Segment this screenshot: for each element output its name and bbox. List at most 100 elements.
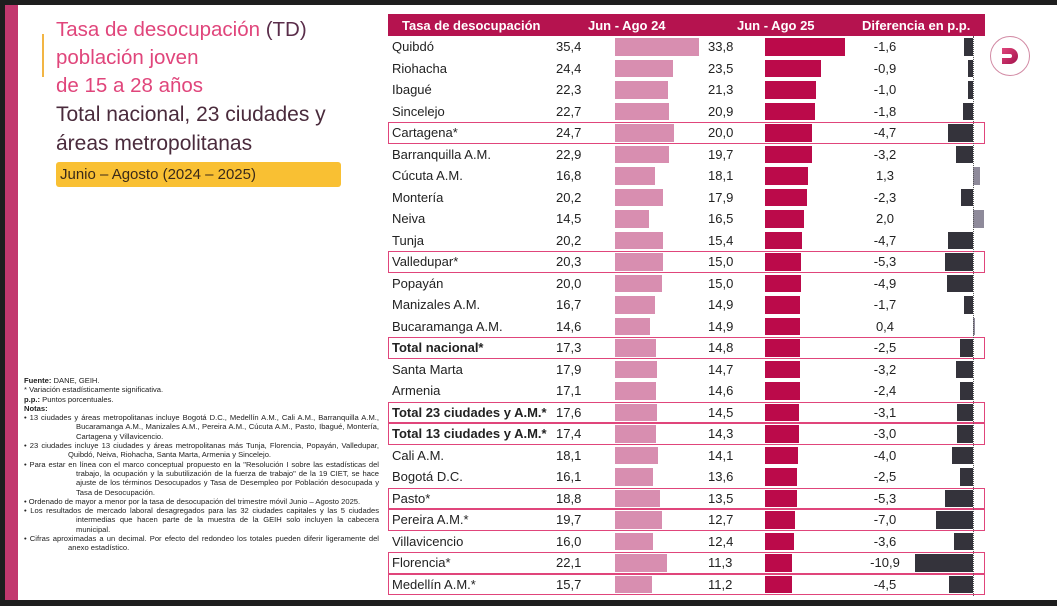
- value-2024: 35,4: [556, 39, 582, 54]
- bar-2024: [615, 339, 657, 357]
- value-2025: 14,7: [708, 361, 734, 377]
- table-row: Barranquilla A.M. 22,9 19,7 -3,2: [388, 144, 985, 166]
- city-label: Total 23 ciudades y A.M.*: [392, 404, 547, 420]
- title-line5: áreas metropolitanas: [56, 132, 253, 155]
- city-label: Quibdó: [392, 39, 434, 54]
- title-accent-line: [42, 34, 44, 77]
- value-2025: 15,0: [708, 275, 734, 291]
- d-logo-glyph: [1002, 48, 1018, 64]
- value-2024: 22,7: [556, 103, 582, 119]
- value-2024: 14,5: [556, 211, 582, 226]
- value-2024: 20,2: [556, 189, 582, 205]
- bar-2025: [765, 425, 799, 443]
- table-row: Pereira A.M.* 19,7 12,7 -7,0: [388, 509, 985, 531]
- city-label: Tunja: [392, 232, 425, 248]
- value-2025: 14,9: [708, 318, 734, 334]
- bar-2025: [765, 532, 795, 550]
- table-row: Cúcuta A.M. 16,8 18,1 1,3: [388, 165, 985, 187]
- bar-2025: [765, 124, 813, 142]
- city-label: Bucaramanga A.M.: [392, 318, 503, 334]
- city-label: Santa Marta: [392, 361, 463, 377]
- bar-diff: [959, 468, 973, 486]
- bar-2025: [765, 317, 801, 335]
- value-diff: -5,3: [873, 254, 897, 269]
- bar-2024: [615, 188, 663, 206]
- bar-diff: [951, 446, 973, 464]
- bar-2025: [765, 403, 800, 421]
- table-row: Valledupar* 20,3 15,0 -5,3: [388, 251, 985, 273]
- value-diff: -1,8: [873, 103, 897, 119]
- value-2024: 20,3: [556, 254, 582, 269]
- bar-2024: [615, 145, 670, 163]
- bar-diff: [955, 360, 973, 378]
- value-2025: 12,4: [708, 533, 734, 549]
- city-label: Popayán: [392, 275, 444, 291]
- footnotes: Fuente: DANE, GEIH. * Variación estadíst…: [24, 376, 379, 553]
- table-row: Florencia* 22,1 11,3 -10,9: [388, 552, 985, 574]
- bar-diff: [973, 317, 976, 335]
- bar-2025: [765, 360, 800, 378]
- table-row: Cali A.M. 18,1 14,1 -4,0: [388, 445, 985, 467]
- value-2024: 20,2: [556, 232, 582, 248]
- table-row: Armenia 17,1 14,6 -2,4: [388, 380, 985, 402]
- note-item: • Para estar en línea con el marco conce…: [24, 459, 379, 497]
- value-2025: 15,4: [708, 232, 734, 248]
- bar-2025: [765, 167, 808, 185]
- value-diff: -1,0: [873, 82, 897, 97]
- value-2024: 22,3: [556, 82, 582, 97]
- value-diff: -4,0: [873, 447, 897, 463]
- value-2025: 14,5: [708, 404, 734, 420]
- bar-2025: [765, 296, 801, 314]
- value-diff: 1,3: [875, 168, 895, 183]
- value-2024: 18,8: [556, 490, 582, 506]
- value-2024: 19,7: [556, 512, 582, 527]
- city-label: Cúcuta A.M.: [392, 168, 463, 183]
- bar-2024: [615, 167, 655, 185]
- bar-2025: [765, 253, 801, 271]
- bar-2025: [765, 511, 796, 529]
- bar-2025: [765, 188, 808, 206]
- table-row: Medellín A.M.* 15,7 11,2 -4,5: [388, 573, 985, 595]
- bar-2024: [615, 575, 653, 593]
- bar-diff: [960, 382, 973, 400]
- value-2025: 14,8: [708, 340, 734, 355]
- bar-2025: [765, 210, 805, 228]
- bar-diff: [944, 253, 973, 271]
- city-label: Villavicencio: [392, 533, 464, 549]
- city-label: Cartagena*: [392, 125, 458, 140]
- value-2025: 21,3: [708, 82, 734, 97]
- bar-2025: [765, 489, 798, 507]
- table-header: Tasa de desocupación Jun - Ago 24 Jun - …: [388, 14, 985, 36]
- note-item: • Cifras aproximadas a un decimal. Por e…: [24, 534, 379, 553]
- bar-2024: [615, 403, 657, 421]
- note-item: • Ordenado de mayor a menor por la tasa …: [24, 496, 361, 506]
- value-2024: 17,9: [556, 361, 582, 377]
- value-2024: 17,3: [556, 340, 582, 355]
- city-label: Total nacional*: [392, 340, 484, 355]
- bar-diff: [955, 145, 973, 163]
- table-row: Pasto* 18,8 13,5 -5,3: [388, 487, 985, 509]
- value-2024: 16,8: [556, 168, 582, 183]
- bar-2024: [615, 81, 668, 99]
- value-2024: 17,1: [556, 383, 582, 398]
- city-label: Cali A.M.: [392, 447, 445, 463]
- bar-diff: [963, 102, 973, 120]
- value-2025: 15,0: [708, 254, 734, 269]
- bar-2024: [615, 38, 699, 56]
- bar-2024: [615, 554, 668, 572]
- title-line2: población joven: [56, 46, 199, 69]
- value-2024: 17,4: [556, 426, 582, 441]
- value-diff: 2,0: [875, 211, 895, 226]
- fuente-text: DANE, GEIH.: [51, 376, 100, 385]
- value-2025: 19,7: [708, 146, 734, 162]
- note-item: • 13 ciudades y áreas metropolitanas inc…: [24, 413, 379, 441]
- bar-diff: [967, 81, 973, 99]
- table-row: Total 13 ciudades y A.M.* 17,4 14,3 -3,0: [388, 423, 985, 445]
- bar-2024: [615, 124, 674, 142]
- value-2025: 14,1: [708, 447, 734, 463]
- diff-zero-line: [973, 36, 974, 596]
- value-2024: 24,7: [556, 125, 582, 140]
- notas-label: Notas:: [24, 403, 48, 413]
- value-2024: 16,1: [556, 469, 582, 484]
- bar-diff: [973, 167, 980, 185]
